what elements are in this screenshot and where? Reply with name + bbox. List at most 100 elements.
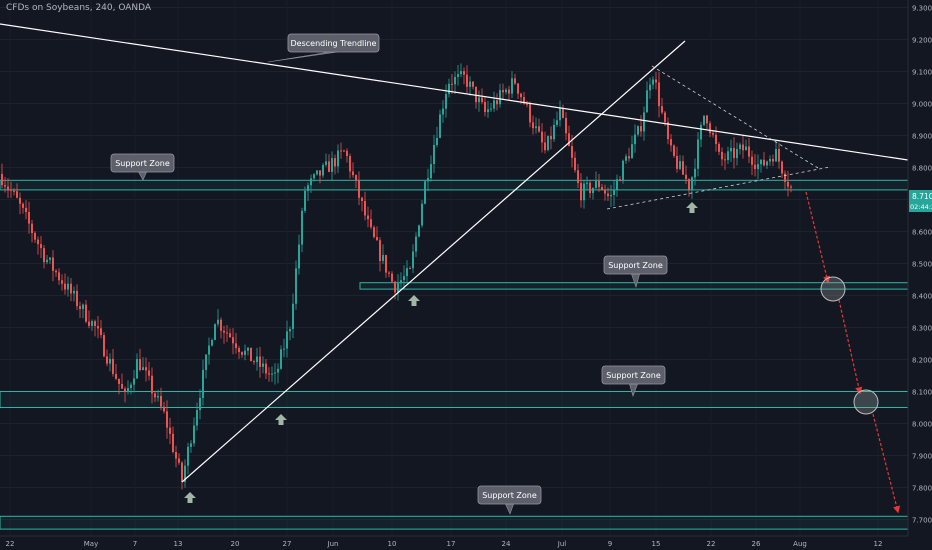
candle-body xyxy=(700,124,702,140)
candle-body xyxy=(37,239,39,245)
candle-body xyxy=(367,215,369,220)
candle-body xyxy=(103,335,105,357)
candle-body xyxy=(1,173,3,186)
candle-body xyxy=(319,170,321,176)
y-tick-label: 9.200 xyxy=(912,37,932,45)
y-tick-label: 8.900 xyxy=(912,133,932,141)
callout-box xyxy=(110,153,175,173)
candle-body xyxy=(13,190,15,192)
candle-body xyxy=(763,159,765,166)
candle-body xyxy=(376,237,378,241)
candle-body xyxy=(655,79,657,83)
up-arrows xyxy=(184,202,698,503)
candle-body xyxy=(262,363,264,367)
candle-body xyxy=(19,197,21,204)
candle-body xyxy=(493,100,495,109)
candle-body xyxy=(151,375,153,394)
candle-body xyxy=(43,248,45,263)
candle-body xyxy=(565,117,567,134)
candle-body xyxy=(184,465,186,482)
candle-body xyxy=(520,93,522,98)
candle-body xyxy=(310,178,312,186)
x-tick-label: Aug xyxy=(793,540,807,548)
candle-body xyxy=(25,207,27,213)
target-circle xyxy=(820,276,846,302)
callout-box xyxy=(477,485,542,505)
candle-body xyxy=(556,120,558,125)
candle-body xyxy=(10,189,12,191)
candles xyxy=(1,63,792,490)
candle-body xyxy=(76,290,78,307)
candle-body xyxy=(550,135,552,140)
candle-body xyxy=(460,71,462,75)
x-tick-label: 22 xyxy=(6,540,15,548)
candle-body xyxy=(181,462,183,482)
candle-body xyxy=(508,89,510,94)
x-tick-label: 24 xyxy=(502,540,511,548)
candle-body xyxy=(712,133,714,135)
candle-body xyxy=(112,358,114,374)
candle-body xyxy=(130,384,132,388)
candle-body xyxy=(418,225,420,237)
candle-body xyxy=(448,83,450,95)
candle-body xyxy=(187,446,189,466)
candle-body xyxy=(160,395,162,407)
candle-body xyxy=(268,373,270,375)
candle-body xyxy=(634,134,636,145)
candle-body xyxy=(52,257,54,271)
candle-body xyxy=(607,193,609,197)
candle-body xyxy=(49,257,51,260)
candle-body xyxy=(388,272,390,274)
callout-box xyxy=(287,33,380,53)
callout-label: Support Zone xyxy=(606,371,661,380)
candle-body xyxy=(163,406,165,412)
candle-body xyxy=(61,280,63,284)
candle-body xyxy=(664,112,666,123)
candle-body xyxy=(463,71,465,75)
callout-box xyxy=(603,255,668,275)
candle-body xyxy=(286,331,288,349)
candle-body xyxy=(370,219,372,228)
candle-body xyxy=(346,150,348,157)
candle-body xyxy=(613,189,615,195)
x-tick-label: May xyxy=(84,540,98,548)
candle-body xyxy=(274,372,276,374)
candle-body xyxy=(40,244,42,249)
candle-body xyxy=(781,161,783,174)
candle-body xyxy=(442,108,444,115)
support-zone xyxy=(0,179,909,191)
price-axis[interactable] xyxy=(908,0,932,550)
x-tick-label: 26 xyxy=(752,540,761,548)
candle-body xyxy=(490,108,492,110)
candle-body xyxy=(64,283,66,290)
candle-body xyxy=(478,97,480,103)
candle-body xyxy=(301,210,303,245)
candle-body xyxy=(217,319,219,325)
candle-body xyxy=(415,236,417,252)
descending-trendline xyxy=(0,23,909,161)
candle-body xyxy=(727,151,729,161)
candle-body xyxy=(382,255,384,261)
time-axis[interactable] xyxy=(0,536,932,550)
candle-body xyxy=(703,115,705,125)
candle-body xyxy=(46,259,48,263)
candle-body xyxy=(649,84,651,91)
candle-body xyxy=(637,126,639,135)
candle-body xyxy=(628,156,630,159)
candle-body xyxy=(292,303,294,329)
price-tag-value: 8.710 xyxy=(912,192,932,201)
candle-body xyxy=(118,378,120,384)
price-tag-countdown: 02:44:36 xyxy=(910,203,932,211)
candle-body xyxy=(484,101,486,113)
candle-body xyxy=(496,100,498,105)
candle-body xyxy=(736,148,738,159)
candle-body xyxy=(190,443,192,447)
trendlines xyxy=(0,23,909,483)
candle-body xyxy=(58,272,60,281)
candle-body xyxy=(601,187,603,190)
candle-body xyxy=(640,126,642,132)
candle-body xyxy=(364,201,366,216)
candle-body xyxy=(34,232,36,240)
projection-segment xyxy=(838,299,863,395)
